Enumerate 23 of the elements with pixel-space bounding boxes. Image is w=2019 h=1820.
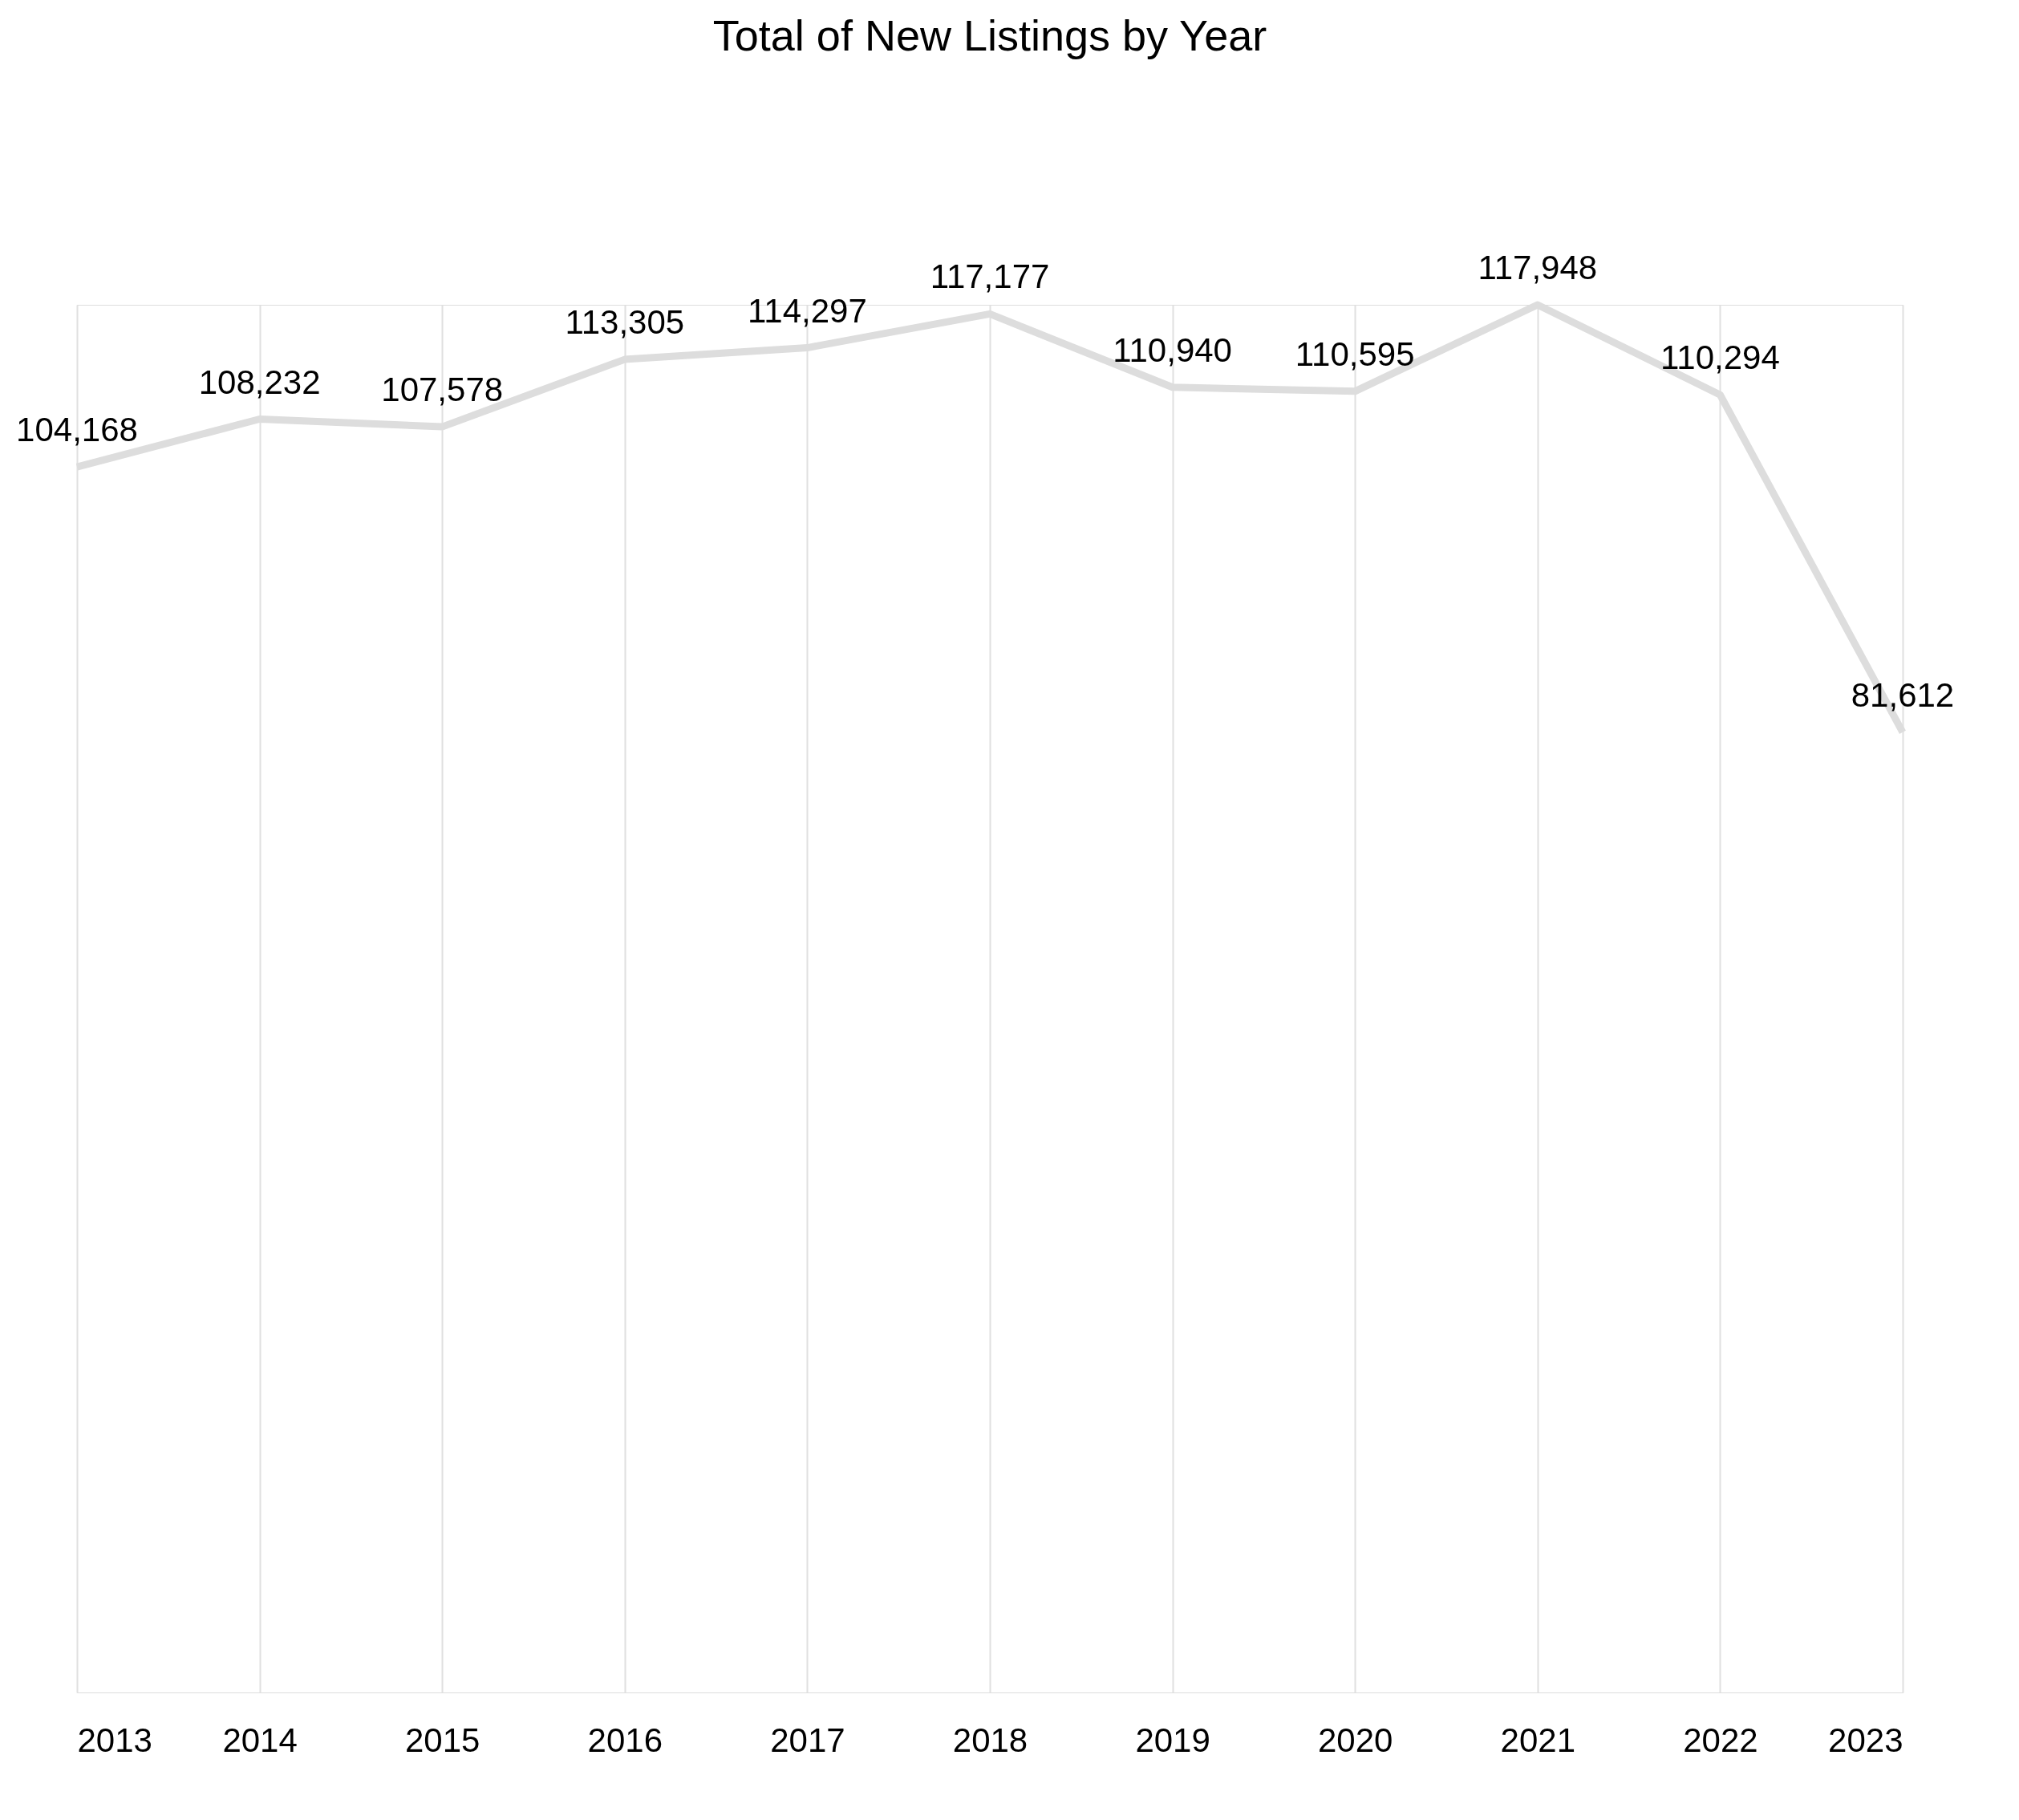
data-label: 113,305 bbox=[565, 303, 685, 342]
data-label: 110,595 bbox=[1295, 334, 1415, 373]
x-tick-label: 2018 bbox=[952, 1721, 1028, 1759]
x-tick-label: 2019 bbox=[1135, 1721, 1210, 1759]
data-label: 107,578 bbox=[381, 371, 504, 409]
x-tick-label: 2022 bbox=[1683, 1721, 1758, 1759]
x-tick-label: 2023 bbox=[1828, 1721, 1903, 1759]
data-label: 110,940 bbox=[1113, 330, 1232, 369]
x-tick-label: 2017 bbox=[770, 1721, 845, 1759]
x-tick-label: 2014 bbox=[222, 1721, 298, 1759]
data-label: 104,168 bbox=[16, 411, 138, 449]
x-tick-label: 2016 bbox=[587, 1721, 663, 1759]
data-label: 81,612 bbox=[1851, 675, 1955, 714]
x-tick-label: 2020 bbox=[1317, 1721, 1393, 1759]
data-label: 110,294 bbox=[1660, 338, 1780, 377]
x-tick-label: 2021 bbox=[1500, 1721, 1576, 1759]
data-label: 117,948 bbox=[1478, 249, 1598, 286]
x-tick-label: 2013 bbox=[77, 1721, 152, 1759]
chart-title: Total of New Listings by Year bbox=[712, 11, 1267, 59]
x-tick-label: 2015 bbox=[404, 1721, 480, 1759]
data-label: 114,297 bbox=[748, 291, 867, 330]
data-label: 108,232 bbox=[198, 363, 321, 401]
data-label: 117,177 bbox=[930, 257, 1050, 296]
